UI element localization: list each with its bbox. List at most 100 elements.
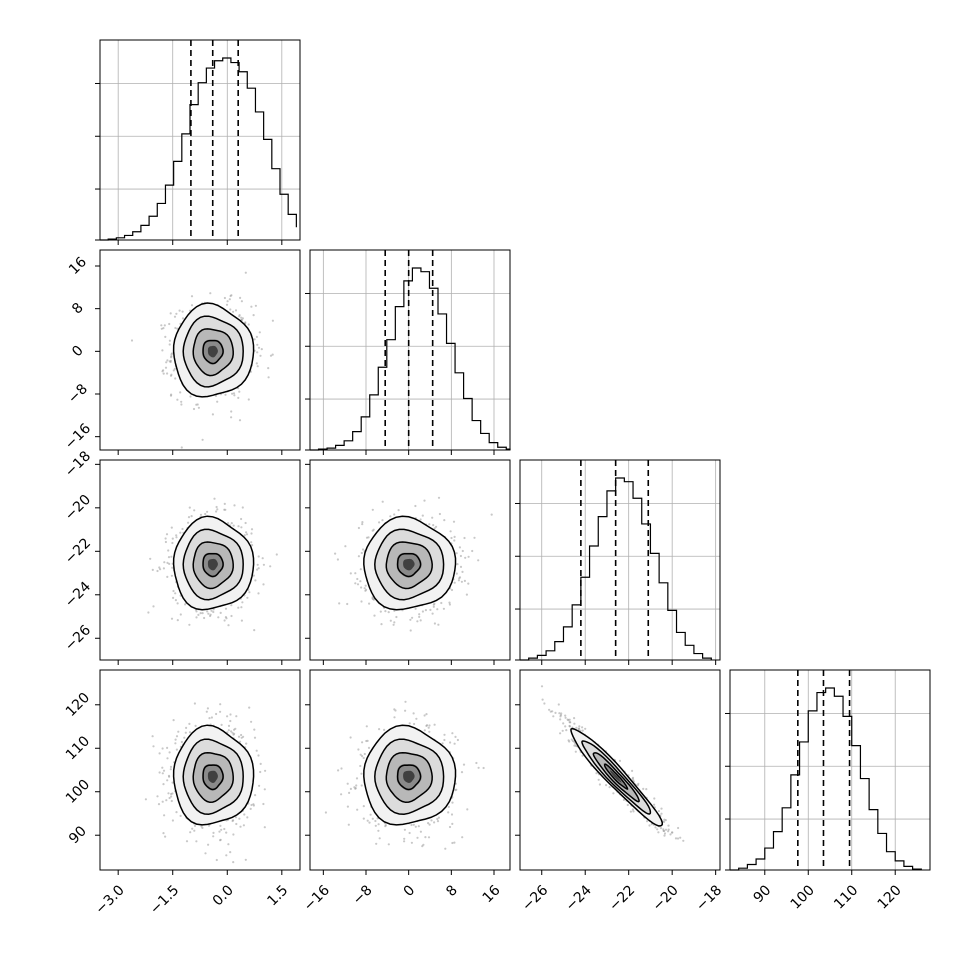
y-tick-label: 16 [66,254,90,278]
scatter-point [568,721,571,724]
scatter-point [151,568,154,572]
contour-line [374,738,445,815]
scatter-point [473,536,476,539]
scatter-point [562,722,565,725]
scatter-point [168,322,171,326]
scatter-point [174,592,177,595]
scatter-point [618,759,622,763]
scatter-point [419,830,422,833]
scatter-point [364,584,367,587]
scatter-point [433,602,436,605]
scatter-point [211,413,214,416]
scatter-point [183,736,186,739]
scatter-point [418,613,421,616]
panel-content [540,685,685,842]
y-tick-label: 90 [66,823,90,847]
scatter-point [461,836,464,839]
scatter-point [230,522,233,525]
panel-frame [99,39,301,241]
scatter-point [176,398,179,401]
scatter-point [166,359,169,362]
scatter-point [174,742,177,745]
scatter-point [226,300,229,303]
scatter-point [432,524,435,527]
scatter-point [357,748,360,751]
scatter-point [258,331,261,334]
scatter-point [379,610,382,613]
scatter-point [427,836,431,839]
scatter-point [165,361,168,364]
scatter-point [212,831,215,835]
scatter-point [567,739,570,742]
y-tick-label: −26 [62,622,94,654]
scatter-point [416,620,419,623]
scatter-point [383,728,386,732]
scatter-point [397,509,400,512]
scatter-point [440,601,443,605]
scatter-point [357,555,360,558]
y-tick-label: 100 [63,777,93,807]
scatter-point [460,580,463,583]
scatter-point [577,727,580,730]
scatter-point [232,861,235,864]
scatter-point [174,738,177,741]
scatter-point [242,735,245,738]
scatter-point [238,390,241,393]
scatter-point [372,528,375,531]
scatter-point [387,843,390,846]
scatter-point [626,803,629,807]
scatter-point [263,788,266,791]
scatter-point [175,735,179,738]
scatter-point [393,716,396,719]
scatter-point [174,599,177,602]
scatter-point [165,799,168,802]
scatter-point [255,362,258,365]
scatter-point [232,310,235,313]
scatter-point [425,724,428,728]
x-tick-label: 100 [788,882,818,912]
scatter-point [453,581,456,584]
marginal-histogram-2 [515,460,720,665]
scatter-point [241,506,244,509]
scatter-point [453,742,456,745]
scatter-point [168,339,171,342]
scatter-point [160,324,163,327]
scatter-point [254,579,257,582]
scatter-point [201,438,204,441]
scatter-point [417,825,420,828]
scatter-point [259,770,262,774]
scatter-point [152,605,155,608]
scatter-point [631,769,634,773]
scatter-point [360,586,363,589]
scatter-point [185,840,189,843]
scatter-point [158,771,161,774]
scatter-point [161,370,164,373]
scatter-point [433,821,436,824]
scatter-point [373,614,376,617]
scatter-point [667,828,670,831]
scatter-point [384,824,387,827]
scatter-point [215,712,218,716]
scatter-point [378,837,381,840]
scatter-point [252,314,255,317]
scatter-point [230,410,233,413]
scatter-point [187,516,191,519]
scatter-point [667,824,670,827]
scatter-point [179,814,182,818]
scatter-point [447,805,450,809]
scatter-point [220,828,223,831]
scatter-point [168,562,171,566]
scatter-point [477,766,480,769]
scatter-point [171,537,174,540]
scatter-point [361,523,364,526]
scatter-point [367,746,371,750]
scatter-point [164,540,167,544]
scatter-point [581,726,584,729]
scatter-point [206,707,209,710]
contour-line [396,552,422,578]
scatter-point [219,703,222,706]
scatter-point [226,715,229,718]
density-fill [610,770,622,783]
x-tick-label: 90 [750,882,774,906]
scatter-point [231,819,234,823]
